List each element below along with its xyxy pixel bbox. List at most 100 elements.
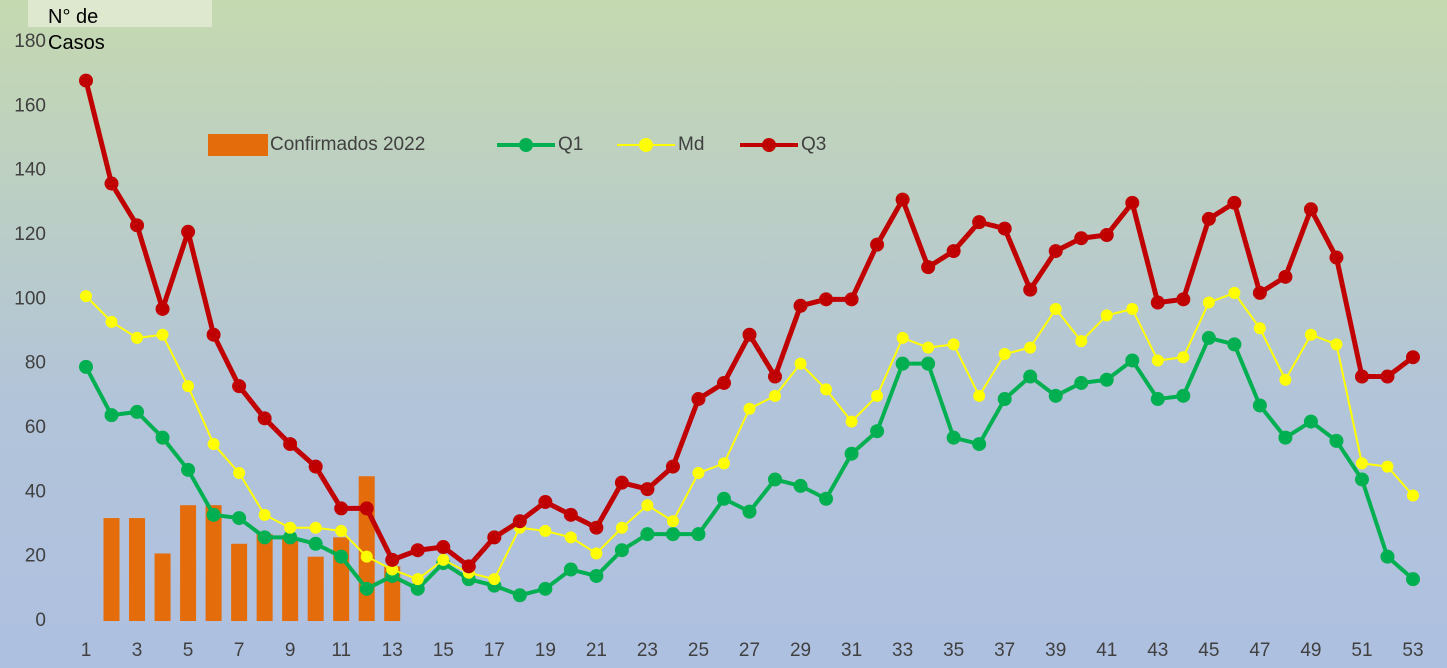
marker	[1227, 195, 1242, 210]
marker	[1253, 322, 1266, 335]
marker	[1252, 398, 1267, 413]
y-tick-label: 20	[25, 546, 46, 567]
marker	[1381, 460, 1394, 473]
marker	[359, 581, 374, 596]
marker	[1151, 354, 1164, 367]
legend-marker	[519, 138, 533, 152]
marker	[870, 237, 885, 252]
marker	[997, 392, 1012, 407]
x-tick-label: 3	[132, 640, 143, 661]
marker	[1048, 244, 1063, 259]
marker	[308, 459, 323, 474]
marker	[1048, 388, 1063, 403]
marker	[233, 467, 246, 480]
marker	[793, 478, 808, 493]
marker	[1099, 228, 1114, 242]
marker	[1023, 369, 1038, 384]
marker	[104, 408, 119, 423]
marker	[1406, 350, 1420, 365]
bar	[358, 476, 375, 621]
marker	[768, 369, 783, 384]
bar	[282, 537, 299, 621]
y-axis-label: N° de Casos	[48, 6, 105, 54]
marker	[563, 507, 578, 522]
marker	[207, 438, 220, 451]
marker	[946, 244, 961, 259]
marker	[385, 552, 400, 567]
bar	[205, 505, 222, 621]
marker	[1202, 296, 1215, 309]
marker	[768, 472, 783, 487]
marker	[640, 527, 655, 542]
x-tick-label: 5	[183, 640, 194, 661]
x-tick-label: 21	[586, 640, 607, 661]
x-tick-label: 53	[1402, 640, 1423, 661]
marker	[769, 389, 782, 402]
marker	[563, 562, 578, 577]
marker	[104, 176, 119, 191]
x-tick-label: 39	[1045, 640, 1066, 661]
marker	[716, 491, 731, 506]
x-tick-label: 7	[234, 640, 245, 661]
marker	[131, 331, 144, 344]
bar	[180, 505, 197, 621]
marker	[666, 515, 679, 528]
y-tick-label: 140	[14, 160, 46, 181]
marker	[232, 511, 247, 526]
marker	[105, 315, 118, 328]
marker	[309, 521, 322, 534]
x-tick-label: 17	[484, 640, 505, 661]
marker	[614, 543, 629, 558]
marker	[1227, 337, 1242, 352]
marker	[716, 375, 731, 390]
marker	[1228, 286, 1241, 299]
marker	[641, 499, 654, 512]
marker	[512, 514, 527, 529]
x-tick-label: 49	[1300, 640, 1321, 661]
marker	[181, 462, 196, 477]
marker	[1150, 295, 1165, 310]
marker	[1304, 328, 1317, 341]
marker	[206, 507, 221, 522]
bar	[154, 553, 171, 621]
x-tick-label: 45	[1198, 640, 1219, 661]
marker	[1074, 231, 1089, 246]
marker	[1354, 369, 1369, 384]
marker	[232, 379, 247, 394]
marker	[896, 331, 909, 344]
marker	[589, 520, 604, 535]
bar	[307, 556, 324, 621]
marker	[895, 356, 910, 371]
marker	[257, 411, 272, 426]
marker	[922, 341, 935, 354]
marker	[1330, 338, 1343, 351]
marker	[972, 215, 987, 230]
marker	[437, 553, 450, 566]
y-tick-label: 120	[14, 224, 46, 245]
marker	[1049, 302, 1062, 315]
y-tick-label: 60	[25, 417, 46, 438]
marker	[820, 383, 833, 396]
marker	[80, 290, 92, 303]
marker	[844, 446, 859, 461]
legend-label: Q1	[558, 134, 583, 155]
x-tick-label: 51	[1351, 640, 1372, 661]
marker	[257, 530, 272, 545]
legend-label: Q3	[801, 134, 826, 155]
x-tick-label: 47	[1249, 640, 1270, 661]
legend-label: Confirmados 2022	[270, 134, 425, 155]
marker	[1278, 430, 1293, 445]
marker	[691, 527, 706, 542]
marker	[691, 392, 706, 407]
x-tick-label: 23	[637, 640, 658, 661]
y-tick-label: 0	[35, 610, 46, 631]
marker	[946, 430, 961, 445]
marker	[743, 402, 756, 415]
marker	[539, 524, 552, 537]
marker	[1023, 282, 1038, 297]
marker	[487, 530, 502, 545]
marker	[538, 581, 553, 596]
marker	[1125, 353, 1140, 368]
x-tick-label: 25	[688, 640, 709, 661]
